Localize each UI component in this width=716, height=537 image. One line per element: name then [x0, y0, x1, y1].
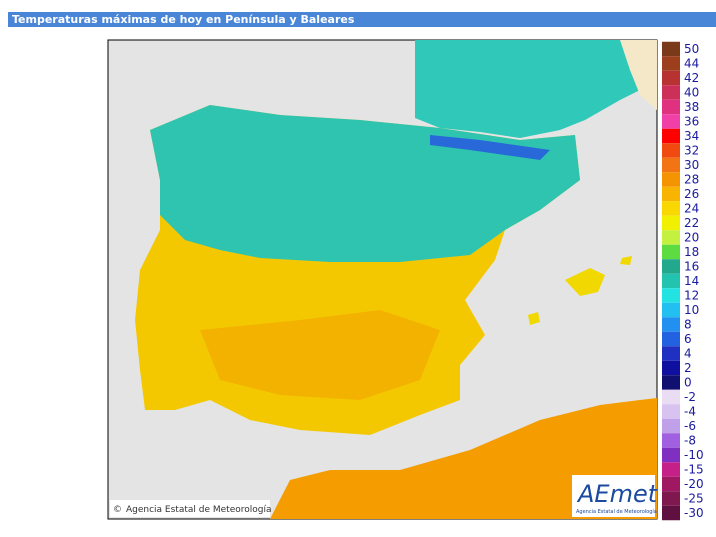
logo-box [572, 475, 655, 517]
legend-swatch [662, 273, 680, 289]
legend-swatch [662, 288, 680, 303]
legend-swatch [662, 230, 680, 245]
legend-label: 16 [684, 260, 699, 274]
logo: AEmet [576, 480, 659, 508]
credit: Agencia Estatal de Meteorología [126, 505, 272, 515]
legend-label: -8 [684, 434, 696, 448]
legend-swatch [662, 360, 680, 376]
legend-label: -6 [684, 419, 696, 433]
legend-swatch [662, 244, 680, 260]
legend-swatch [662, 302, 680, 318]
legend-label: 32 [684, 144, 699, 158]
legend-swatch [662, 157, 680, 173]
legend-swatch [662, 201, 680, 216]
legend-label: -25 [684, 492, 704, 506]
legend-label: -2 [684, 390, 696, 404]
legend-label: 12 [684, 289, 699, 303]
legend-swatch [662, 70, 680, 86]
legend-label: 18 [684, 245, 699, 259]
pyrenees [430, 135, 550, 160]
legend-swatch [662, 259, 680, 274]
legend-swatch [662, 389, 680, 405]
legend-label: 6 [684, 332, 692, 346]
legend-swatch [662, 462, 680, 477]
legend-label: 38 [684, 100, 699, 114]
legend-swatch [662, 317, 680, 332]
legend-swatch [662, 331, 680, 347]
legend-label: 24 [684, 202, 699, 216]
italy-edge [620, 40, 657, 110]
legend-swatch [662, 172, 680, 187]
legend-swatch [662, 128, 680, 144]
legend-swatch [662, 418, 680, 434]
legend-swatch [662, 143, 680, 158]
ibiza [528, 312, 540, 325]
legend-label: 4 [684, 347, 692, 361]
legend-swatch [662, 433, 680, 448]
legend-label: 10 [684, 303, 699, 317]
legend-label: 14 [684, 274, 699, 288]
legend-label: -20 [684, 477, 704, 491]
legend-label: 2 [684, 361, 692, 375]
legend-label: 50 [684, 42, 699, 56]
legend-label: 36 [684, 115, 699, 129]
legend-swatch [662, 404, 680, 419]
title-bar [8, 12, 716, 27]
legend: 5044424038363432302826242220181614121086… [662, 41, 704, 521]
legend-label: 30 [684, 158, 699, 172]
france [415, 40, 640, 138]
legend-label: -10 [684, 448, 704, 462]
south-warm [200, 310, 440, 400]
legend-label: 26 [684, 187, 699, 201]
legend-label: 20 [684, 231, 699, 245]
logo-subtitle: Agencia Estatal de Meteorología [576, 508, 657, 515]
legend-swatch [662, 346, 680, 361]
legend-swatch [662, 215, 680, 231]
legend-swatch [662, 491, 680, 506]
credit-box [110, 500, 270, 517]
legend-label: 42 [684, 71, 699, 85]
copyright-symbol: © [113, 505, 122, 515]
legend-label: 44 [684, 57, 699, 71]
legend-label: 22 [684, 216, 699, 230]
legend-swatch [662, 505, 680, 521]
legend-swatch [662, 85, 680, 100]
title: Temperaturas máximas de hoy en Península… [12, 13, 355, 26]
legend-swatch [662, 447, 680, 463]
legend-swatch [662, 99, 680, 115]
legend-label: 40 [684, 86, 699, 100]
legend-label: -30 [684, 506, 704, 520]
legend-swatch [662, 476, 680, 492]
legend-swatch [662, 56, 680, 71]
legend-swatch [662, 114, 680, 129]
legend-label: -15 [684, 463, 704, 477]
africa [270, 398, 657, 519]
menorca [620, 256, 632, 265]
legend-swatch [662, 41, 680, 57]
legend-label: -4 [684, 405, 696, 419]
legend-label: 8 [684, 318, 692, 332]
legend-label: 0 [684, 376, 692, 390]
legend-label: 34 [684, 129, 699, 143]
legend-swatch [662, 375, 680, 390]
mallorca [565, 268, 605, 296]
legend-swatch [662, 186, 680, 202]
map: © Agencia Estatal de Meteorología AEmet … [107, 39, 659, 520]
legend-label: 28 [684, 173, 699, 187]
